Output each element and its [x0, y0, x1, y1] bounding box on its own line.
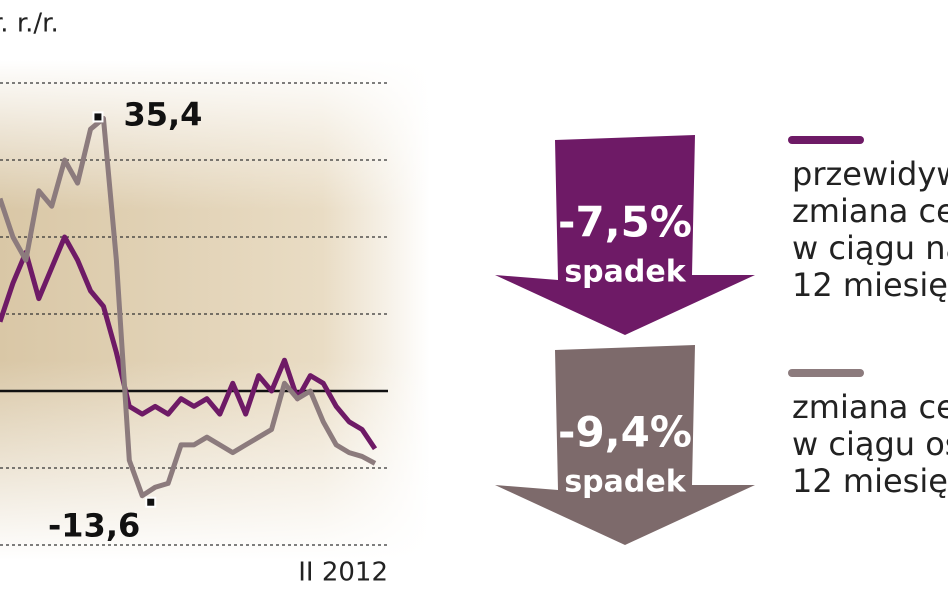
legend-text: zmiana ce	[792, 388, 948, 426]
arrow-value: -9,4%	[558, 408, 692, 457]
annotation: -13,6	[48, 507, 140, 545]
annotation-marker	[145, 496, 157, 508]
legend-text: 12 miesię	[792, 266, 948, 304]
legend-text: 12 miesię	[792, 462, 948, 500]
x-tick-label: II 2012	[298, 558, 388, 588]
arrow-label: spadek	[564, 465, 686, 500]
series-line	[0, 234, 378, 451]
annotation-marker	[92, 111, 104, 123]
legend-text: przewidyw	[792, 155, 948, 193]
arrow	[495, 135, 755, 335]
legend-text: zmiana ce	[792, 192, 948, 230]
legend-text: w ciągu os	[792, 425, 948, 463]
series-line	[0, 115, 377, 499]
background-fade	[0, 60, 430, 560]
annotation: 35,4	[123, 95, 202, 133]
arrow	[495, 345, 755, 545]
unit-label: r. r./r.	[0, 9, 59, 39]
arrow-value: -7,5%	[558, 198, 692, 247]
arrow-label: spadek	[564, 255, 686, 290]
legend-text: w ciągu na	[792, 229, 948, 267]
